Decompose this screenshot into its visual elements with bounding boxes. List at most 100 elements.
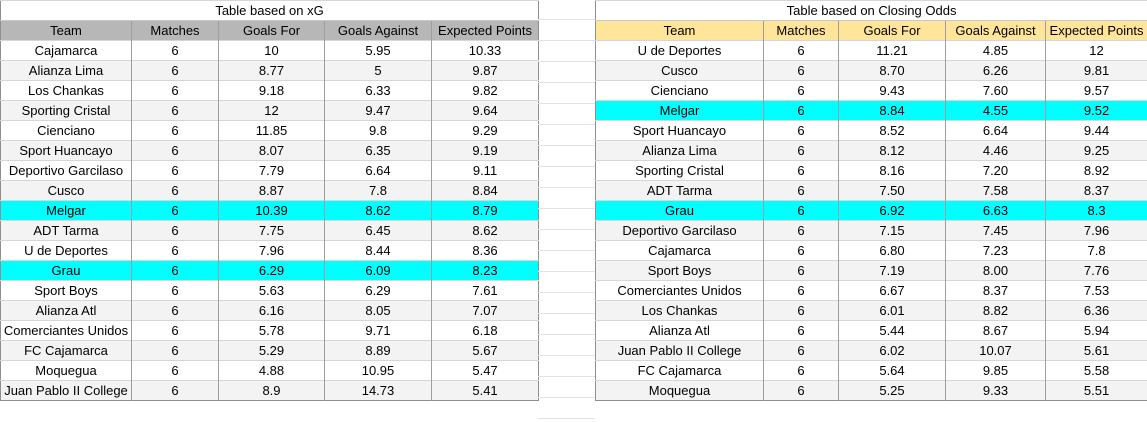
column-header-goals_against[interactable]: Goals Against [324,20,432,41]
cell-matches[interactable]: 6 [763,280,839,301]
cell-goals_against[interactable]: 4.46 [945,140,1046,161]
cell-goals_against[interactable]: 6.63 [945,200,1046,221]
cell-team[interactable]: ADT Tarma [0,220,132,241]
cell-expected_points[interactable]: 9.64 [430,100,539,121]
cell-goals_against[interactable]: 8.89 [324,340,432,361]
cell-matches[interactable]: 6 [131,220,219,241]
cell-goals_against[interactable]: 8.67 [945,320,1046,341]
cell-expected_points[interactable]: 5.61 [1044,340,1147,361]
cell-team[interactable]: Sport Huancayo [0,140,132,161]
cell-team[interactable]: U de Deportes [0,240,132,261]
column-header-team[interactable]: Team [595,20,764,41]
cell-goals_for[interactable]: 6.80 [838,240,946,261]
cell-goals_against[interactable]: 4.85 [945,40,1046,61]
cell-team[interactable]: Melgar [0,200,132,221]
cell-team[interactable]: Deportivo Garcilaso [595,220,764,241]
cell-goals_against[interactable]: 8.62 [324,200,432,221]
cell-goals_for[interactable]: 7.15 [838,220,946,241]
cell-team[interactable]: Sporting Cristal [595,160,764,181]
cell-goals_for[interactable]: 6.16 [218,300,325,321]
cell-goals_against[interactable]: 7.45 [945,220,1046,241]
cell-expected_points[interactable]: 9.87 [430,60,539,81]
cell-expected_points[interactable]: 8.92 [1044,160,1147,181]
cell-team[interactable]: Cienciano [0,120,132,141]
column-header-goals_for[interactable]: Goals For [218,20,325,41]
cell-expected_points[interactable]: 9.25 [1044,140,1147,161]
cell-expected_points[interactable]: 8.37 [1044,180,1147,201]
cell-goals_against[interactable]: 4.55 [945,100,1046,121]
cell-goals_for[interactable]: 8.52 [838,120,946,141]
cell-goals_against[interactable]: 7.20 [945,160,1046,181]
cell-goals_for[interactable]: 11.85 [218,120,325,141]
cell-team[interactable]: Cusco [0,180,132,201]
cell-goals_for[interactable]: 12 [218,100,325,121]
cell-expected_points[interactable]: 7.8 [1044,240,1147,261]
cell-team[interactable]: Moquegua [0,360,132,381]
cell-matches[interactable]: 6 [763,160,839,181]
cell-matches[interactable]: 6 [131,160,219,181]
cell-team[interactable]: FC Cajamarca [0,340,132,361]
cell-expected_points[interactable]: 7.53 [1044,280,1147,301]
cell-expected_points[interactable]: 7.61 [430,280,539,301]
cell-goals_for[interactable]: 5.44 [838,320,946,341]
cell-expected_points[interactable]: 8.36 [430,240,539,261]
cell-goals_for[interactable]: 8.07 [218,140,325,161]
cell-goals_for[interactable]: 5.29 [218,340,325,361]
cell-matches[interactable]: 6 [763,200,839,221]
cell-matches[interactable]: 6 [763,220,839,241]
cell-expected_points[interactable]: 7.76 [1044,260,1147,281]
cell-goals_for[interactable]: 7.75 [218,220,325,241]
cell-goals_against[interactable]: 7.60 [945,80,1046,101]
cell-matches[interactable]: 6 [763,320,839,341]
cell-goals_for[interactable]: 6.92 [838,200,946,221]
cell-goals_against[interactable]: 6.29 [324,280,432,301]
cell-expected_points[interactable]: 7.96 [1044,220,1147,241]
cell-matches[interactable]: 6 [131,320,219,341]
cell-team[interactable]: Alianza Atl [595,320,764,341]
column-header-expected_points[interactable]: Expected Points [430,20,539,41]
cell-goals_for[interactable]: 7.50 [838,180,946,201]
cell-matches[interactable]: 6 [763,40,839,61]
cell-matches[interactable]: 6 [763,120,839,141]
cell-expected_points[interactable]: 12 [1044,40,1147,61]
cell-goals_against[interactable]: 9.8 [324,120,432,141]
cell-goals_against[interactable]: 10.95 [324,360,432,381]
cell-goals_for[interactable]: 7.19 [838,260,946,281]
cell-team[interactable]: ADT Tarma [595,180,764,201]
cell-expected_points[interactable]: 10.33 [430,40,539,61]
cell-matches[interactable]: 6 [131,180,219,201]
cell-team[interactable]: Los Chankas [0,80,132,101]
cell-team[interactable]: Cajamarca [0,40,132,61]
cell-matches[interactable]: 6 [131,200,219,221]
cell-goals_for[interactable]: 8.84 [838,100,946,121]
cell-team[interactable]: Alianza Lima [0,60,132,81]
cell-expected_points[interactable]: 9.44 [1044,120,1147,141]
cell-matches[interactable]: 6 [763,260,839,281]
cell-goals_for[interactable]: 5.78 [218,320,325,341]
cell-goals_for[interactable]: 8.16 [838,160,946,181]
cell-team[interactable]: Los Chankas [595,300,764,321]
cell-expected_points[interactable]: 8.23 [430,260,539,281]
column-header-matches[interactable]: Matches [131,20,219,41]
cell-team[interactable]: Cienciano [595,80,764,101]
cell-goals_against[interactable]: 6.45 [324,220,432,241]
column-header-matches[interactable]: Matches [763,20,839,41]
cell-goals_against[interactable]: 8.00 [945,260,1046,281]
cell-goals_against[interactable]: 5 [324,60,432,81]
cell-matches[interactable]: 6 [763,380,839,401]
cell-goals_for[interactable]: 9.18 [218,80,325,101]
column-header-goals_for[interactable]: Goals For [838,20,946,41]
cell-goals_against[interactable]: 6.64 [324,160,432,181]
cell-expected_points[interactable]: 5.58 [1044,360,1147,381]
cell-goals_for[interactable]: 7.96 [218,240,325,261]
cell-goals_for[interactable]: 8.77 [218,60,325,81]
cell-team[interactable]: Deportivo Garcilaso [0,160,132,181]
cell-goals_against[interactable]: 7.8 [324,180,432,201]
cell-goals_for[interactable]: 8.70 [838,60,946,81]
cell-goals_against[interactable]: 9.47 [324,100,432,121]
column-header-goals_against[interactable]: Goals Against [945,20,1046,41]
cell-expected_points[interactable]: 8.84 [430,180,539,201]
cell-matches[interactable]: 6 [131,260,219,281]
cell-matches[interactable]: 6 [131,100,219,121]
cell-goals_against[interactable]: 6.35 [324,140,432,161]
